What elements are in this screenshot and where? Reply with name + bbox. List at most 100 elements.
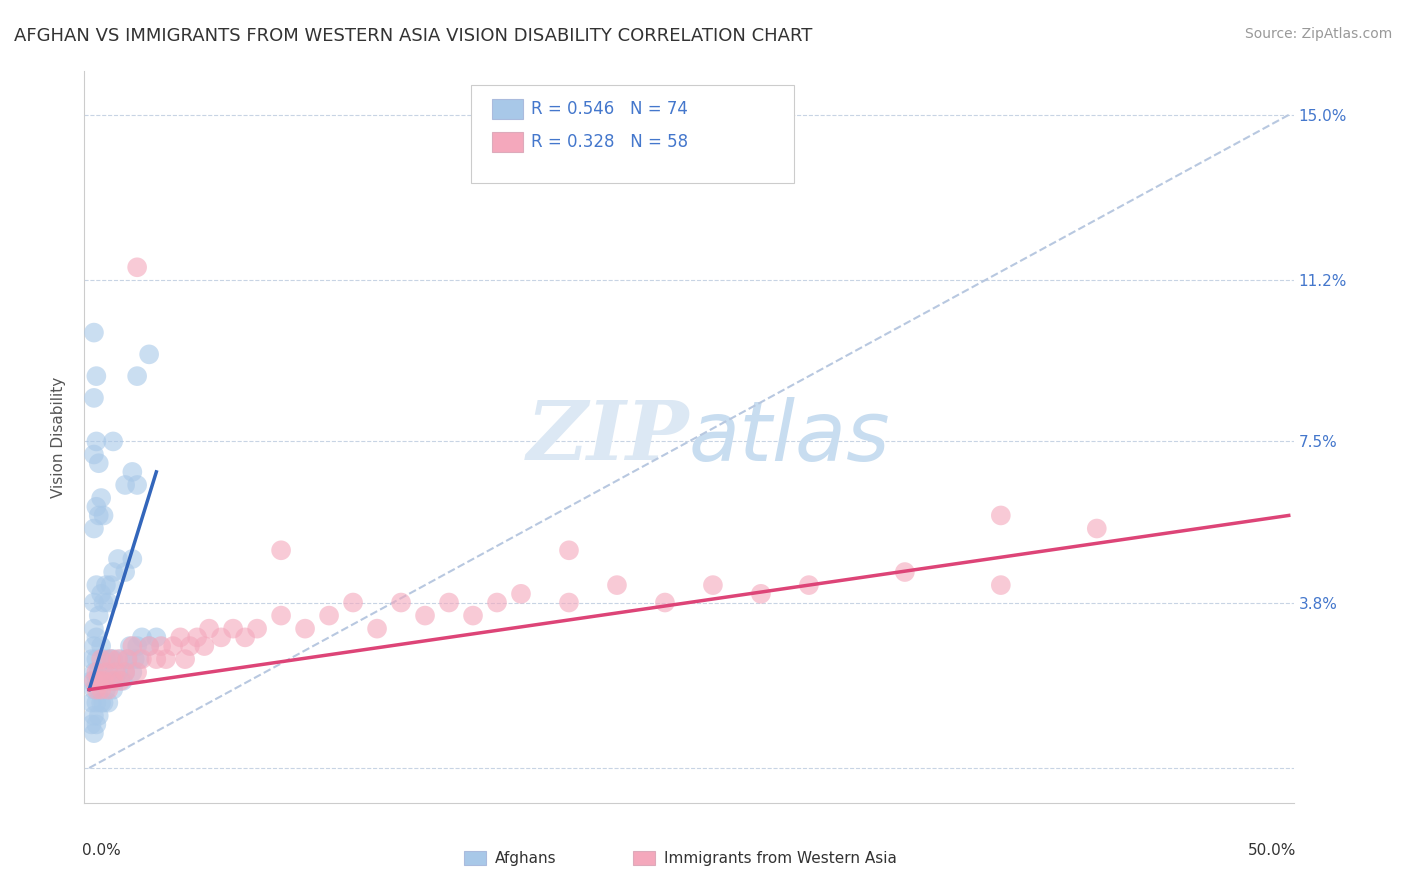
Point <box>114 665 136 680</box>
Point <box>87 673 110 688</box>
Point <box>155 652 177 666</box>
Point <box>342 595 364 609</box>
Point <box>111 673 134 688</box>
Point <box>437 595 460 609</box>
Point <box>117 652 139 666</box>
Point <box>318 608 340 623</box>
Point <box>83 682 105 697</box>
Point <box>162 639 184 653</box>
Text: atlas: atlas <box>689 397 890 477</box>
Point <box>83 595 105 609</box>
Point <box>654 595 676 609</box>
Point <box>131 631 153 645</box>
Point <box>186 631 208 645</box>
Point <box>366 622 388 636</box>
Point <box>894 565 917 579</box>
Point <box>138 639 160 653</box>
Point <box>114 478 136 492</box>
Point <box>97 665 120 680</box>
Point <box>797 578 820 592</box>
Point <box>107 665 129 680</box>
Point <box>86 500 108 514</box>
Point <box>86 665 108 680</box>
Point <box>86 578 108 592</box>
Point <box>93 673 115 688</box>
Point <box>94 652 117 666</box>
Text: AFGHAN VS IMMIGRANTS FROM WESTERN ASIA VISION DISABILITY CORRELATION CHART: AFGHAN VS IMMIGRANTS FROM WESTERN ASIA V… <box>14 27 813 45</box>
Point <box>80 696 103 710</box>
Point <box>80 652 103 666</box>
Point <box>90 652 112 666</box>
Point <box>270 608 292 623</box>
Point <box>233 631 256 645</box>
Text: Afghans: Afghans <box>495 851 557 865</box>
Point <box>121 465 143 479</box>
Point <box>110 652 132 666</box>
Y-axis label: Vision Disability: Vision Disability <box>51 376 66 498</box>
Point <box>121 552 143 566</box>
Point <box>101 434 124 449</box>
Point <box>702 578 724 592</box>
Point <box>90 587 112 601</box>
Point <box>93 595 115 609</box>
Point <box>114 665 136 680</box>
Point <box>209 631 232 645</box>
Point <box>110 673 132 688</box>
Point <box>131 652 153 666</box>
Point <box>150 639 173 653</box>
Point <box>93 665 115 680</box>
Point <box>83 639 105 653</box>
Point <box>138 347 160 361</box>
Point <box>990 508 1012 523</box>
Point <box>87 708 110 723</box>
Point <box>294 622 316 636</box>
Point <box>83 326 105 340</box>
Point <box>97 682 120 697</box>
Point <box>87 608 110 623</box>
Point <box>86 369 108 384</box>
Point <box>90 682 112 697</box>
Text: R = 0.328   N = 58: R = 0.328 N = 58 <box>531 133 689 151</box>
Point <box>86 696 108 710</box>
Point <box>90 639 112 653</box>
Point <box>83 673 105 688</box>
Point <box>127 639 149 653</box>
Point <box>145 631 167 645</box>
Point <box>101 682 124 697</box>
Point <box>179 639 201 653</box>
Point <box>174 652 197 666</box>
Point <box>87 665 110 680</box>
Point <box>100 578 122 592</box>
Point <box>86 434 108 449</box>
Point <box>485 595 508 609</box>
Point <box>83 521 105 535</box>
Point <box>80 717 103 731</box>
Point <box>100 652 122 666</box>
Point <box>461 608 484 623</box>
Point <box>558 595 581 609</box>
Point <box>124 652 146 666</box>
Point <box>270 543 292 558</box>
Point <box>87 682 110 697</box>
Text: ZIP: ZIP <box>526 397 689 477</box>
Point <box>117 652 139 666</box>
Point <box>1085 521 1108 535</box>
Point <box>104 665 127 680</box>
Point <box>128 652 150 666</box>
Text: 0.0%: 0.0% <box>82 843 121 858</box>
Point <box>101 652 124 666</box>
Point <box>749 587 772 601</box>
Point <box>510 587 533 601</box>
Point <box>87 508 110 523</box>
Point <box>127 665 149 680</box>
Text: 50.0%: 50.0% <box>1247 843 1296 858</box>
Point <box>83 708 105 723</box>
Point <box>83 665 105 680</box>
Point <box>83 391 105 405</box>
Point <box>94 682 117 697</box>
Point <box>90 673 112 688</box>
Point <box>169 631 191 645</box>
Point <box>138 639 160 653</box>
Point <box>127 478 149 492</box>
Point <box>101 673 124 688</box>
